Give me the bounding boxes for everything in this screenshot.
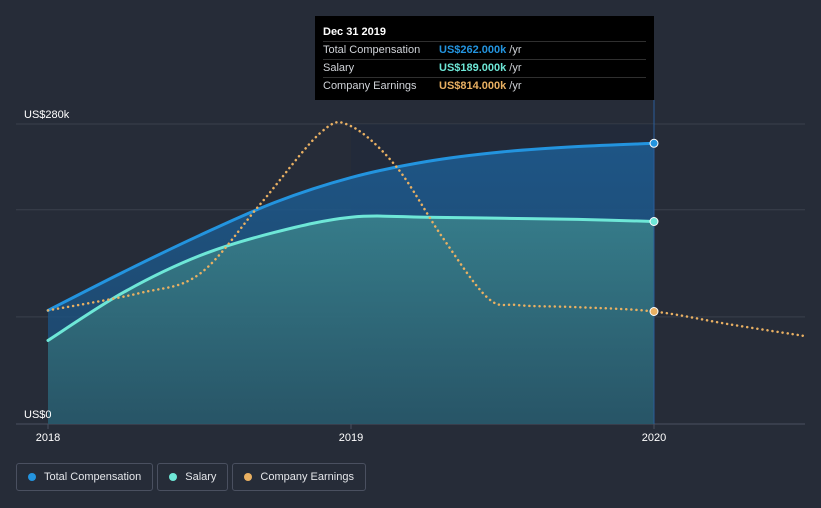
tooltip-unit: /yr [509,62,522,74]
legend-label: Company Earnings [260,471,354,483]
legend-company-earnings[interactable]: Company Earnings [232,463,366,491]
line-salary [46,214,656,342]
line-company-earnings [46,120,807,338]
tooltip-value: US$262.000k [439,44,507,56]
tooltip-unit: /yr [509,80,522,92]
point-total-compensation [649,138,659,148]
y-tick-label: US$0 [24,409,52,421]
point-salary [649,217,659,226]
chart-legend: Total Compensation Salary Company Earnin… [16,463,366,491]
legend-dot-icon [169,473,178,481]
chart-tooltip: Dec 31 2019 Total Compensation US$262.00… [315,16,654,100]
tooltip-date: Dec 31 2019 [323,26,386,38]
tooltip-label: Total Compensation [323,44,421,56]
tooltip-label: Company Earnings [323,80,417,92]
area-salary [48,216,654,424]
tooltip-value: US$814.000k [439,80,507,92]
legend-salary[interactable]: Salary [157,463,229,491]
tooltip-row-company-earnings: Company Earnings US$814.000k /yr [323,77,646,94]
tooltip-value: US$189.000k [439,62,507,74]
x-tick-label: 2018 [36,432,60,444]
legend-dot-icon [28,473,36,481]
x-tick-label: 2020 [642,432,666,444]
tooltip-unit: /yr [509,44,522,56]
point-company-earnings [649,307,659,316]
legend-label: Total Compensation [44,471,142,483]
y-tick-label: US$280k [24,109,70,121]
legend-label: Salary [185,471,217,483]
x-tick-label: 2019 [339,432,363,444]
legend-dot-icon [244,473,253,481]
legend-total-compensation[interactable]: Total Compensation [16,463,154,491]
line-total-compensation [46,141,656,312]
tooltip-row-total-compensation: Total Compensation US$262.000k /yr [323,41,646,58]
tooltip-row-salary: Salary US$189.000k /yr [323,59,646,76]
tooltip-label: Salary [323,62,355,74]
